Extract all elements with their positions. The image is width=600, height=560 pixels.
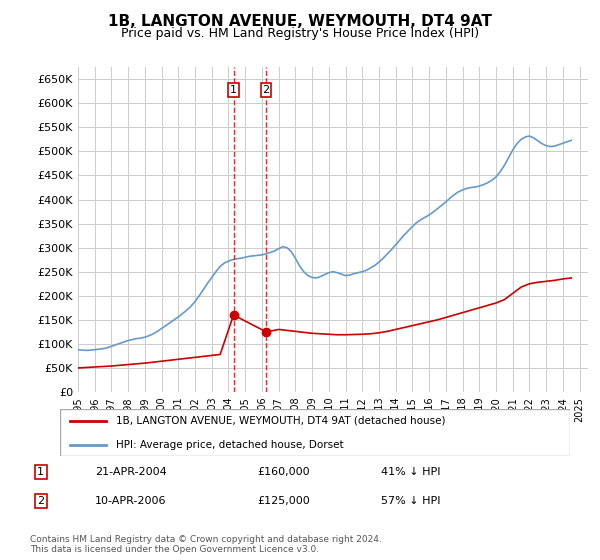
Text: 2: 2 — [263, 85, 269, 95]
Text: 1B, LANGTON AVENUE, WEYMOUTH, DT4 9AT (detached house): 1B, LANGTON AVENUE, WEYMOUTH, DT4 9AT (d… — [116, 416, 446, 426]
Text: £160,000: £160,000 — [257, 467, 310, 477]
Text: £125,000: £125,000 — [257, 496, 310, 506]
Text: HPI: Average price, detached house, Dorset: HPI: Average price, detached house, Dors… — [116, 440, 344, 450]
Text: 21-APR-2004: 21-APR-2004 — [95, 467, 167, 477]
Text: 10-APR-2006: 10-APR-2006 — [95, 496, 166, 506]
Text: 41% ↓ HPI: 41% ↓ HPI — [381, 467, 440, 477]
Text: 2: 2 — [37, 496, 44, 506]
FancyBboxPatch shape — [60, 409, 570, 456]
Text: 57% ↓ HPI: 57% ↓ HPI — [381, 496, 440, 506]
Text: 1B, LANGTON AVENUE, WEYMOUTH, DT4 9AT: 1B, LANGTON AVENUE, WEYMOUTH, DT4 9AT — [108, 14, 492, 29]
Text: 1: 1 — [37, 467, 44, 477]
Text: 1: 1 — [230, 85, 237, 95]
Text: Price paid vs. HM Land Registry's House Price Index (HPI): Price paid vs. HM Land Registry's House … — [121, 27, 479, 40]
Text: Contains HM Land Registry data © Crown copyright and database right 2024.
This d: Contains HM Land Registry data © Crown c… — [30, 535, 382, 554]
